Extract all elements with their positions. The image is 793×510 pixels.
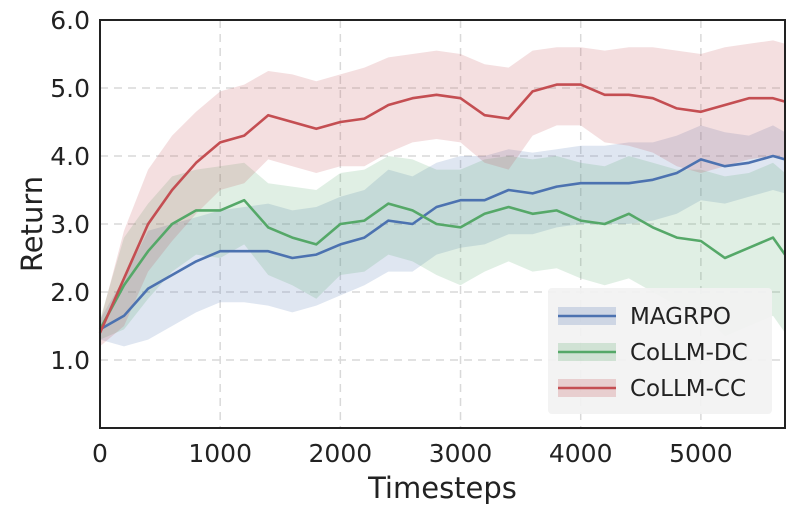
x-tick-label: 3000 <box>429 439 493 468</box>
x-tick-label: 1000 <box>188 439 252 468</box>
band-collm-dc <box>100 156 785 340</box>
y-axis-label: Return <box>15 176 49 272</box>
legend-entry: CoLLM-DC <box>630 340 748 366</box>
line-collm-cc <box>98 83 786 334</box>
line-collm-dc <box>98 198 787 331</box>
x-tick-label: 2000 <box>309 439 373 468</box>
series-lines <box>98 83 787 334</box>
x-axis-label: Timesteps <box>367 471 517 505</box>
y-tick-label: 2.0 <box>50 278 90 307</box>
legend: MAGRPO CoLLM-DC CoLLM-CC <box>548 288 772 414</box>
y-tick-label: 4.0 <box>50 142 90 171</box>
y-tick-label: 5.0 <box>50 74 90 103</box>
plot-frame <box>99 19 786 429</box>
x-tick-label: 5000 <box>669 439 733 468</box>
x-tick-labels: 0 1000 2000 3000 4000 5000 <box>92 439 733 468</box>
x-tick-label: 0 <box>92 439 108 468</box>
y-tick-label: 6.0 <box>50 6 90 35</box>
x-tick-label: 4000 <box>549 439 613 468</box>
line-magrpo <box>99 154 786 331</box>
y-tick-label: 1.0 <box>50 346 90 375</box>
legend-entry: MAGRPO <box>630 304 731 330</box>
y-tick-labels: 1.0 2.0 3.0 4.0 5.0 6.0 <box>50 6 90 375</box>
legend-box <box>548 288 772 414</box>
legend-entry: CoLLM-CC <box>630 376 746 402</box>
y-tick-label: 3.0 <box>50 210 90 239</box>
band-magrpo <box>100 125 785 347</box>
